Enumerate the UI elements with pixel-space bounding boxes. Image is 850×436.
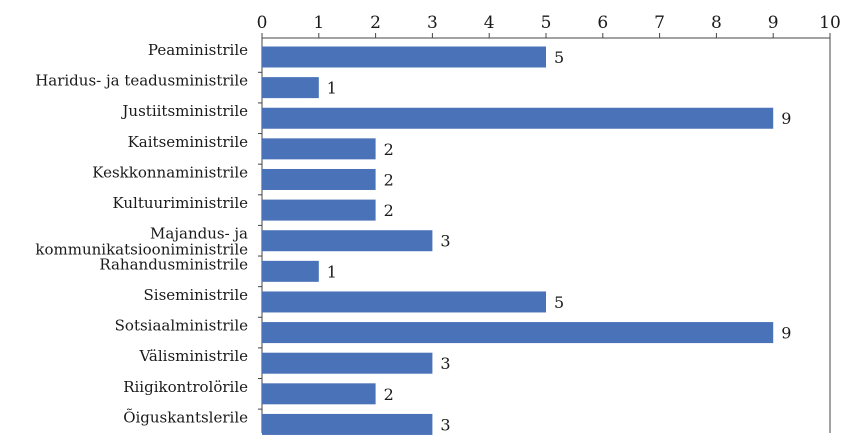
x-tick-label: 5 xyxy=(541,13,552,33)
data-label: 5 xyxy=(554,48,564,67)
bar xyxy=(262,413,433,435)
category-label-line: kommunikatsiooniministrile xyxy=(35,241,248,259)
bar xyxy=(262,77,319,99)
category-label: Haridus- ja teadusministrile xyxy=(35,72,248,90)
data-label: 1 xyxy=(327,262,337,281)
x-tick-label: 7 xyxy=(654,13,665,33)
x-tick-label: 3 xyxy=(427,13,438,33)
bar xyxy=(262,107,774,129)
x-tick-label: 2 xyxy=(370,13,381,33)
x-tick-label: 0 xyxy=(257,13,268,33)
category-label: Kultuuriministrile xyxy=(113,194,249,212)
data-label: 2 xyxy=(384,140,394,159)
data-label: 9 xyxy=(781,109,791,128)
data-label: 1 xyxy=(327,79,337,98)
labels: 0 1 2 3 4 5 6 7 8 9 10 Peaministrile 5 Haridus- ja te… xyxy=(35,13,841,434)
bar xyxy=(262,168,376,190)
category-label: Rahandusministrile xyxy=(99,255,248,273)
category-label: Peaministrile xyxy=(148,41,248,59)
category-label: Siseministrile xyxy=(144,286,249,304)
x-tick-label: 6 xyxy=(597,13,608,33)
data-label: 9 xyxy=(781,324,791,343)
category-label: Justiitsministrile xyxy=(120,102,248,120)
bar xyxy=(262,138,376,160)
category-label: Välisministrile xyxy=(138,347,248,365)
data-label: 2 xyxy=(384,201,394,220)
bar xyxy=(262,199,376,221)
category-label: Kaitseministrile xyxy=(128,133,249,151)
x-tick-label: 4 xyxy=(484,13,495,33)
data-label: 2 xyxy=(384,385,394,404)
bar xyxy=(262,260,319,282)
x-tick-label: 10 xyxy=(819,13,841,33)
data-label: 3 xyxy=(440,415,450,434)
bar xyxy=(262,383,376,405)
x-tick-label: 8 xyxy=(711,13,722,33)
bars xyxy=(262,46,774,435)
bar xyxy=(262,352,433,374)
data-label: 2 xyxy=(384,170,394,189)
data-label: 5 xyxy=(554,293,564,312)
category-label: Keskkonnaministrile xyxy=(92,163,248,181)
category-label: Majandus- ja kommunikatsiooniministrile xyxy=(35,225,248,259)
data-label: 3 xyxy=(440,354,450,373)
category-label-line: Majandus- ja xyxy=(150,225,248,243)
category-label: Riigikontrolörile xyxy=(123,378,248,396)
bar xyxy=(262,46,546,68)
bar xyxy=(262,230,433,252)
bar xyxy=(262,291,546,313)
bar xyxy=(262,322,774,344)
category-label: Sotsiaalministrile xyxy=(115,317,248,335)
x-tick-label: 9 xyxy=(768,13,779,33)
data-label: 3 xyxy=(440,232,450,251)
x-tick-label: 1 xyxy=(313,13,324,33)
category-label: Õiguskantslerile xyxy=(123,408,248,426)
